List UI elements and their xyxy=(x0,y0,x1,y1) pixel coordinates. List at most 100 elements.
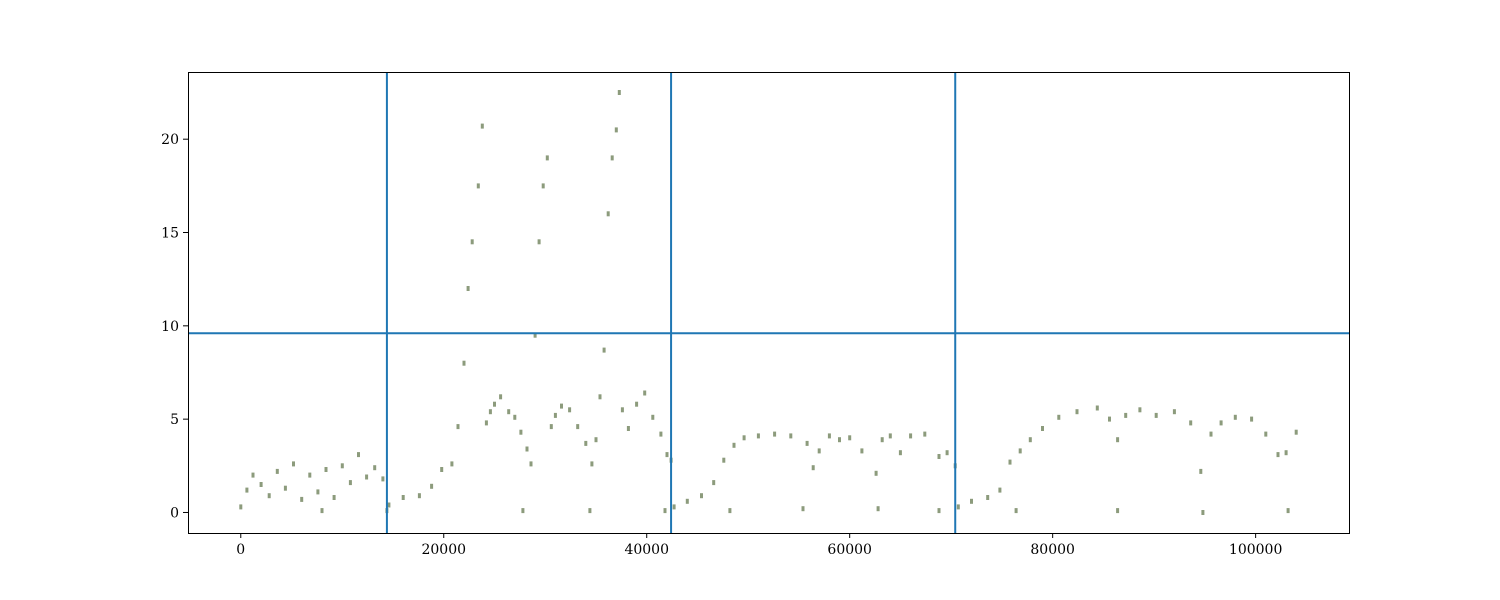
data-point xyxy=(838,437,841,443)
data-point xyxy=(525,446,529,452)
data-point xyxy=(476,183,480,189)
data-point xyxy=(332,495,336,500)
data-point xyxy=(888,433,892,439)
data-point xyxy=(602,347,606,353)
y-tick-label: 0 xyxy=(170,505,179,521)
x-tick-label: 100000 xyxy=(1229,542,1282,558)
data-point xyxy=(801,506,805,512)
data-point xyxy=(324,467,328,472)
data-point xyxy=(521,508,525,514)
data-point xyxy=(316,489,320,495)
data-point xyxy=(643,390,647,396)
data-point xyxy=(480,123,484,129)
data-point xyxy=(594,437,598,443)
data-point xyxy=(1172,409,1176,415)
data-point xyxy=(1154,412,1158,418)
data-point xyxy=(1116,508,1120,514)
data-point xyxy=(381,476,385,482)
data-point xyxy=(898,450,902,456)
data-point xyxy=(663,508,667,514)
data-point xyxy=(320,508,324,514)
data-point xyxy=(728,508,732,514)
data-point xyxy=(722,457,726,463)
data-point xyxy=(1008,459,1012,465)
data-point xyxy=(756,433,760,439)
data-point xyxy=(626,426,630,431)
data-point xyxy=(937,454,941,459)
data-point xyxy=(1286,508,1290,514)
data-point xyxy=(537,239,541,245)
data-point xyxy=(811,465,815,471)
data-point xyxy=(1209,431,1213,437)
data-point xyxy=(590,461,594,467)
data-point xyxy=(909,433,913,439)
x-tick-label: 60000 xyxy=(827,542,872,558)
data-point xyxy=(1276,452,1280,458)
data-point xyxy=(488,409,492,415)
data-point xyxy=(956,504,960,510)
data-point xyxy=(945,450,949,456)
data-point xyxy=(340,463,344,469)
data-point xyxy=(773,431,777,437)
data-point xyxy=(986,495,990,500)
data-point xyxy=(817,448,821,454)
data-point xyxy=(620,407,624,413)
data-point xyxy=(308,472,312,478)
data-point xyxy=(1284,450,1288,456)
data-point xyxy=(300,496,304,502)
data-point xyxy=(672,504,676,510)
data-point xyxy=(499,394,503,400)
y-tick-label: 15 xyxy=(161,226,179,242)
data-point xyxy=(617,90,621,95)
data-point xyxy=(665,452,669,458)
data-point xyxy=(712,480,716,486)
data-point xyxy=(827,433,831,439)
reference-lines xyxy=(188,72,1349,533)
x-tick-label: 20000 xyxy=(421,542,466,558)
data-point xyxy=(970,498,973,504)
data-point xyxy=(742,435,746,441)
data-point xyxy=(440,467,444,472)
data-point xyxy=(860,448,864,454)
data-point xyxy=(1138,407,1142,413)
data-point xyxy=(1116,437,1120,443)
data-point xyxy=(874,470,878,476)
data-point xyxy=(1294,429,1298,435)
data-point xyxy=(450,461,454,467)
data-point xyxy=(251,472,255,478)
data-point xyxy=(283,485,287,491)
data-point xyxy=(610,155,614,161)
data-point xyxy=(805,440,809,446)
data-point xyxy=(1108,416,1111,422)
x-tick-label: 40000 xyxy=(624,542,669,558)
data-point xyxy=(700,493,703,499)
data-point xyxy=(1041,426,1044,431)
data-point xyxy=(401,495,405,500)
data-point xyxy=(598,394,602,400)
data-point xyxy=(606,211,610,217)
data-point xyxy=(1028,437,1032,443)
data-point xyxy=(541,183,545,189)
data-point xyxy=(529,461,533,467)
data-point xyxy=(348,480,352,486)
data-point xyxy=(245,487,249,493)
x-tick-label: 80000 xyxy=(1030,542,1075,558)
plot-area-frame xyxy=(188,72,1350,534)
data-points xyxy=(239,90,1298,515)
data-point xyxy=(1124,412,1128,418)
data-point xyxy=(292,461,295,467)
data-point xyxy=(373,465,377,471)
data-point xyxy=(1189,420,1193,426)
data-point xyxy=(549,424,553,430)
data-point xyxy=(417,493,421,499)
data-point xyxy=(507,409,511,415)
data-point xyxy=(937,508,941,514)
data-point xyxy=(239,504,243,510)
y-tick-label: 5 xyxy=(170,412,179,428)
data-point xyxy=(484,420,488,426)
x-axis: 0 20000 40000 60000 80000 100000 xyxy=(236,533,1282,558)
data-point xyxy=(880,437,884,443)
data-point xyxy=(1014,508,1018,514)
